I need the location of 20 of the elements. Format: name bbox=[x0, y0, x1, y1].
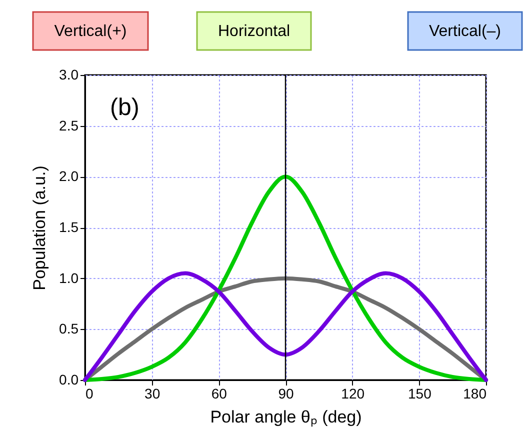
annotation: (b) bbox=[110, 94, 140, 121]
x-tick-label: 30 bbox=[144, 386, 160, 402]
text: Vertical(+) bbox=[54, 23, 127, 40]
x-tick-label: 180 bbox=[463, 386, 487, 402]
y-axis-title: Population (a.u.) bbox=[30, 166, 50, 290]
y-tick-label: 3.0 bbox=[59, 66, 79, 82]
y-tick-label: 1.5 bbox=[59, 219, 79, 235]
y-tick-label: 1.0 bbox=[59, 270, 79, 286]
y-tick-label: 2.0 bbox=[59, 168, 79, 184]
x-tick-label: 0 bbox=[86, 386, 94, 402]
y-tick-label: 2.5 bbox=[59, 117, 79, 134]
x-tick-label: 90 bbox=[278, 386, 294, 402]
x-axis-title: Polar angle θₚ (deg) bbox=[210, 408, 362, 428]
x-tick-label: 150 bbox=[408, 386, 432, 402]
text: Horizontal bbox=[218, 23, 290, 40]
x-tick-label: 60 bbox=[211, 386, 228, 402]
y-tick-label: 0.0 bbox=[59, 372, 79, 388]
x-tick-label: 120 bbox=[341, 386, 365, 402]
text: Vertical(–) bbox=[428, 23, 502, 40]
y-tick-label: 0.5 bbox=[59, 320, 79, 337]
